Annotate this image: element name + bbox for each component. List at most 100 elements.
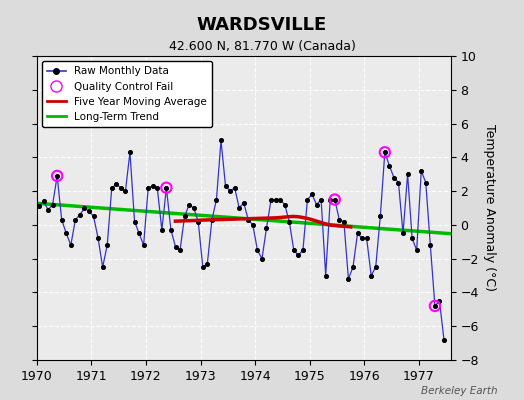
Point xyxy=(203,260,212,267)
Point xyxy=(239,200,248,206)
Point xyxy=(335,217,344,223)
Point xyxy=(258,256,266,262)
Point xyxy=(53,173,61,179)
Point xyxy=(280,202,289,208)
Point xyxy=(130,218,139,225)
Text: Berkeley Earth: Berkeley Earth xyxy=(421,386,498,396)
Point xyxy=(39,198,48,204)
Point xyxy=(112,181,121,188)
Point xyxy=(426,242,434,248)
Point xyxy=(217,137,225,144)
Point xyxy=(253,247,261,254)
Point xyxy=(139,242,148,248)
Point xyxy=(431,303,439,309)
Point xyxy=(35,203,43,210)
Point xyxy=(162,184,171,191)
Point xyxy=(263,225,271,232)
Point xyxy=(276,196,285,203)
Point xyxy=(71,217,80,223)
Point xyxy=(44,206,52,213)
Point xyxy=(380,149,389,156)
Text: 42.600 N, 81.770 W (Canada): 42.600 N, 81.770 W (Canada) xyxy=(169,40,355,53)
Point xyxy=(322,272,330,279)
Point xyxy=(126,149,134,156)
Point xyxy=(171,244,180,250)
Point xyxy=(226,188,234,194)
Point xyxy=(331,196,339,203)
Point xyxy=(185,202,193,208)
Point xyxy=(144,184,152,191)
Point xyxy=(417,168,425,174)
Y-axis label: Temperature Anomaly (°C): Temperature Anomaly (°C) xyxy=(483,124,496,292)
Point xyxy=(117,184,125,191)
Point xyxy=(94,235,102,242)
Point xyxy=(62,230,70,236)
Point xyxy=(285,218,293,225)
Point xyxy=(76,212,84,218)
Point xyxy=(299,247,307,254)
Point xyxy=(403,171,412,178)
Text: WARDSVILLE: WARDSVILLE xyxy=(197,16,327,34)
Point xyxy=(294,252,302,258)
Point xyxy=(353,230,362,236)
Point xyxy=(221,183,230,189)
Point xyxy=(312,202,321,208)
Point xyxy=(358,235,366,242)
Point xyxy=(308,191,316,198)
Point xyxy=(67,242,75,248)
Point xyxy=(376,213,385,220)
Point xyxy=(385,162,394,169)
Point xyxy=(267,196,275,203)
Point xyxy=(431,303,439,309)
Point xyxy=(135,230,143,236)
Point xyxy=(85,208,93,214)
Point xyxy=(199,264,207,270)
Point xyxy=(235,205,243,211)
Point xyxy=(208,217,216,223)
Point xyxy=(162,184,171,191)
Point xyxy=(394,180,402,186)
Point xyxy=(367,272,375,279)
Point xyxy=(271,196,280,203)
Point xyxy=(290,247,298,254)
Point xyxy=(176,247,184,254)
Point xyxy=(440,336,448,343)
Point xyxy=(58,217,66,223)
Point xyxy=(363,235,371,242)
Point xyxy=(390,174,398,181)
Point xyxy=(249,222,257,228)
Point xyxy=(244,217,253,223)
Point xyxy=(80,205,89,211)
Point xyxy=(340,218,348,225)
Point xyxy=(53,173,61,179)
Legend: Raw Monthly Data, Quality Control Fail, Five Year Moving Average, Long-Term Tren: Raw Monthly Data, Quality Control Fail, … xyxy=(42,61,212,127)
Point xyxy=(167,227,175,233)
Point xyxy=(231,184,239,191)
Point xyxy=(90,213,98,220)
Point xyxy=(435,298,444,304)
Point xyxy=(408,235,417,242)
Point xyxy=(194,218,202,225)
Point xyxy=(326,196,334,203)
Point xyxy=(331,196,339,203)
Point xyxy=(103,242,112,248)
Point xyxy=(422,180,430,186)
Point xyxy=(99,264,107,270)
Point xyxy=(344,276,353,282)
Point xyxy=(303,196,312,203)
Point xyxy=(212,196,221,203)
Point xyxy=(121,188,129,194)
Point xyxy=(107,184,116,191)
Point xyxy=(180,213,189,220)
Point xyxy=(190,205,198,211)
Point xyxy=(399,230,407,236)
Point xyxy=(412,247,421,254)
Point xyxy=(349,264,357,270)
Point xyxy=(148,183,157,189)
Point xyxy=(380,149,389,156)
Point xyxy=(372,264,380,270)
Point xyxy=(153,184,161,191)
Point xyxy=(158,227,166,233)
Point xyxy=(48,202,57,208)
Point xyxy=(317,196,325,203)
